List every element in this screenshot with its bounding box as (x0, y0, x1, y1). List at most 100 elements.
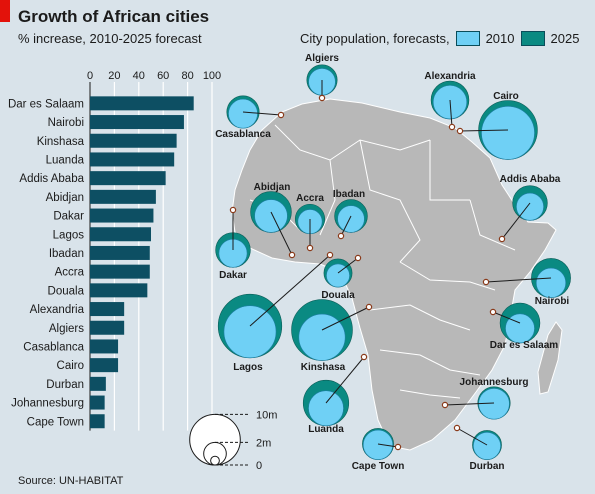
leader-line (249, 254, 331, 327)
bar-cape-town (90, 414, 105, 429)
bubble-2010-douala (326, 263, 350, 288)
bubble-2010-lagos (223, 305, 277, 359)
city-marker (360, 353, 368, 361)
bubble-casablanca: Casablanca (215, 95, 285, 140)
category-label: Luanda (46, 154, 85, 166)
leader-line (270, 211, 293, 256)
city-label: Accra (296, 193, 324, 204)
bar-dar-es-salaam (90, 96, 194, 111)
city-label: Algiers (305, 53, 339, 64)
madagascar (537, 321, 563, 395)
category-label: Nairobi (48, 117, 84, 129)
bar-lagos (90, 227, 151, 242)
leader-line (501, 202, 531, 240)
bubble-2010-kinshasa (298, 313, 346, 361)
bar-douala (90, 283, 148, 298)
city-label: Durban (470, 461, 505, 472)
city-marker (448, 123, 456, 131)
size-key-label: 2m (256, 437, 271, 449)
bubble-douala: Douala (321, 254, 362, 301)
city-marker (394, 443, 402, 451)
chart-title: Growth of African cities (18, 7, 210, 26)
bubble-dakar: Dakar (215, 206, 251, 281)
leader-line (485, 277, 552, 283)
legend-2025-label: 2025 (550, 31, 580, 46)
city-label: Lagos (233, 362, 263, 373)
city-marker (277, 111, 285, 119)
leader-line (444, 402, 495, 406)
bar-nairobi (90, 115, 184, 130)
city-label: Casablanca (215, 129, 271, 140)
bar-addis-ababa (90, 171, 166, 186)
category-label: Durban (46, 379, 84, 391)
bar-abidjan (90, 189, 156, 204)
city-label: Nairobi (535, 296, 570, 307)
bubble-2010-cape-town (362, 429, 394, 460)
bar-johannesburg (90, 395, 105, 410)
leader-line (325, 356, 365, 404)
city-marker (365, 303, 373, 311)
legend: City population, forecasts, 2010 2025 (300, 31, 579, 46)
size-key-label: 10m (256, 409, 277, 421)
city-label: Cairo (493, 91, 519, 102)
bubble-cairo: Cairo (456, 91, 538, 160)
africa-map (231, 98, 563, 451)
bubble-ibadan: Ibadan (333, 189, 368, 240)
category-label: Dakar (53, 211, 84, 223)
bar-accra (90, 264, 150, 279)
bubble-dar-es-salaam: Dar es Salaam (489, 302, 558, 351)
leader-line (377, 443, 399, 448)
category-label: Lagos (53, 229, 85, 241)
legend-swatch-2010 (455, 31, 480, 46)
leader-line (459, 129, 509, 132)
category-label: Casablanca (23, 341, 84, 353)
leader-line (242, 111, 282, 116)
country-borders (249, 124, 516, 399)
bubble-durban: Durban (453, 424, 505, 472)
city-label: Ibadan (333, 189, 365, 200)
city-marker (354, 254, 362, 262)
bubble-accra: Accra (294, 193, 326, 252)
bubble-luanda: Luanda (302, 353, 368, 435)
city-label: Kinshasa (301, 362, 346, 373)
city-label: Alexandria (424, 71, 476, 82)
x-tick-label: 40 (133, 70, 145, 82)
chart-subtitle: % increase, 2010-2025 forecast (18, 31, 202, 46)
legend-label: City population, forecasts, (300, 31, 450, 46)
bubble-algiers: Algiers (305, 53, 339, 102)
category-label: Cairo (57, 360, 84, 372)
x-tick-label: 60 (157, 70, 169, 82)
category-label: Douala (48, 285, 85, 297)
size-key-label: 0 (256, 460, 262, 472)
source-note: Source: UN-HABITAT (18, 475, 124, 487)
leader-line (492, 311, 521, 324)
bubble-2010-ibadan (337, 205, 365, 233)
x-tick-label: 0 (87, 70, 93, 82)
city-label: Douala (321, 290, 355, 301)
bubble-johannesburg: Johannesburg (441, 377, 529, 420)
category-label: Kinshasa (37, 136, 85, 148)
category-label: Addis Ababa (19, 173, 84, 185)
bubble-abidjan: Abidjan (250, 182, 296, 259)
bubble-2010-cairo (481, 106, 535, 160)
category-label: Cape Town (27, 416, 84, 428)
bar-kinshasa (90, 133, 177, 148)
bubble-2010-casablanca (228, 98, 258, 129)
bar-alexandria (90, 302, 125, 317)
city-label: Dakar (219, 270, 247, 281)
size-key-circle (210, 455, 220, 466)
city-marker (456, 127, 464, 135)
bubble-lagos: Lagos (217, 251, 334, 373)
city-marker (453, 424, 461, 432)
city-marker (482, 278, 490, 286)
category-label: Ibadan (49, 248, 84, 260)
category-label: Algiers (49, 323, 84, 335)
city-label: Luanda (308, 424, 344, 435)
city-label: Johannesburg (460, 377, 529, 388)
bar-ibadan (90, 245, 150, 260)
bubble-kinshasa: Kinshasa (291, 299, 373, 373)
bubble-nairobi: Nairobi (482, 258, 571, 307)
bar-cairo (90, 358, 119, 373)
bar-durban (90, 376, 106, 391)
